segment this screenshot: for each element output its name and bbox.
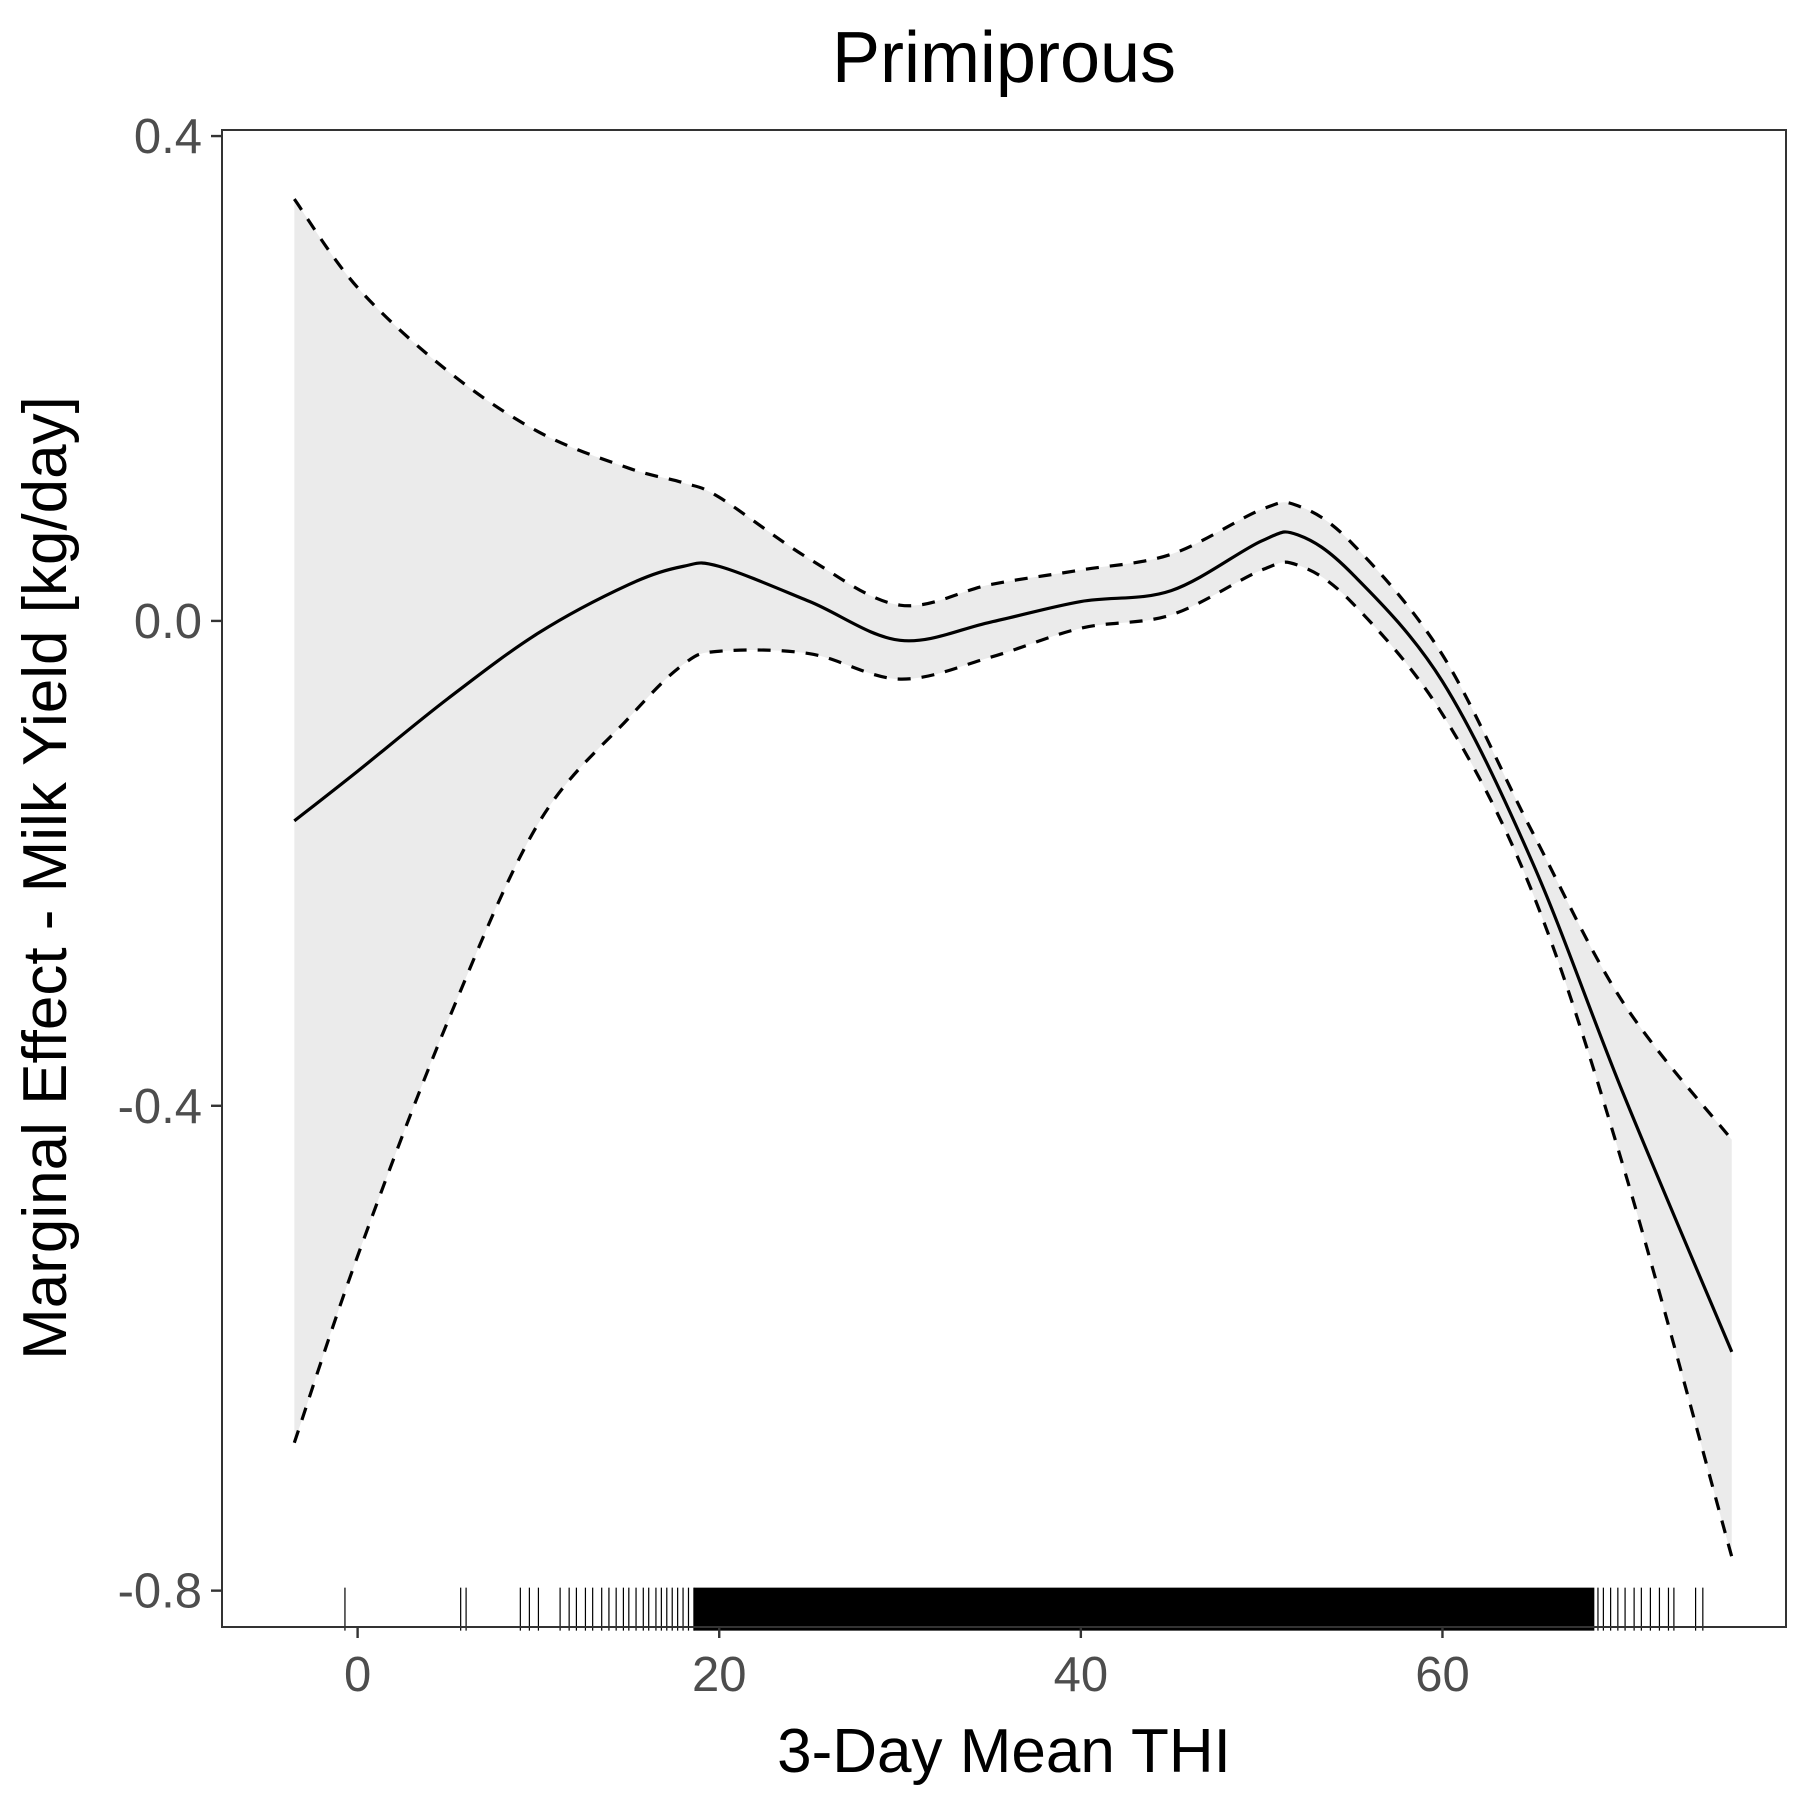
x-tick-label: 0: [344, 1648, 371, 1702]
plot-area: [292, 198, 1734, 1631]
x-tick-label: 20: [692, 1648, 747, 1702]
x-tick-label: 40: [1054, 1648, 1109, 1702]
chart-title: Primiprous: [832, 18, 1176, 98]
y-axis: 0.4 0.0 -0.4 -0.8: [118, 110, 222, 1619]
panel-border: [221, 129, 1787, 1628]
y-tick-label: 0.4: [134, 110, 202, 164]
rug-dense-band: [693, 1587, 1595, 1631]
x-tick-label: 60: [1415, 1648, 1470, 1702]
confidence-band: [294, 199, 1732, 1557]
y-tick-label: -0.4: [118, 1080, 202, 1134]
lower-ci-line: [292, 560, 1734, 1558]
y-axis-title: Marginal Effect - Milk Yield [kg/day]: [11, 396, 80, 1360]
x-axis: 0 20 40 60: [344, 1627, 1470, 1702]
y-tick-label: 0.0: [134, 595, 202, 649]
y-tick-label: -0.8: [118, 1565, 202, 1619]
x-axis-title: 3-Day Mean THI: [777, 1717, 1231, 1786]
upper-ci-line: [293, 198, 1734, 1141]
fit-line: [293, 530, 1734, 1353]
rug-marks: [344, 1587, 1704, 1631]
